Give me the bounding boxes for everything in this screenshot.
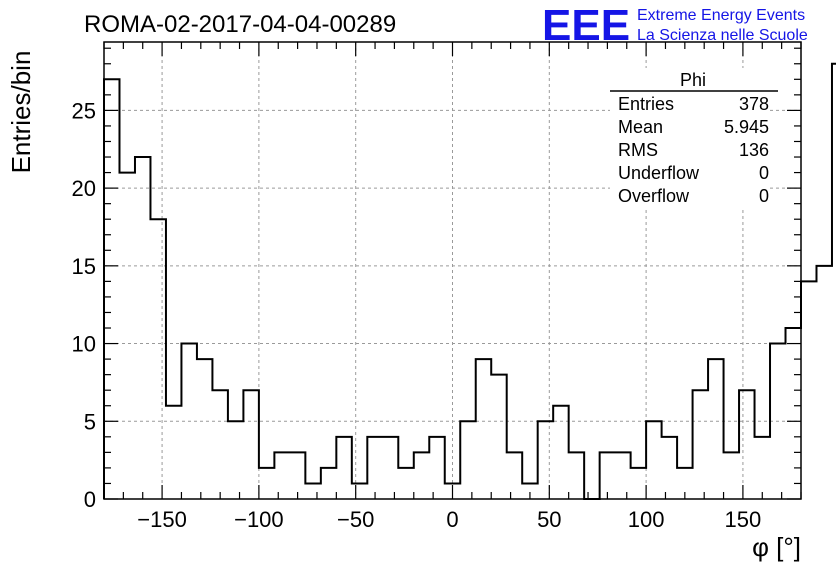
x-tick-label: 100 (628, 507, 665, 532)
eee-logo-mark: EEE (542, 1, 630, 50)
y-axis-label: Entries/bin (6, 51, 36, 174)
histogram-bin (197, 359, 212, 499)
histogram-outline (103, 62, 836, 500)
histogram-bin (243, 390, 258, 499)
histogram-bin (816, 266, 831, 499)
tick-labels: −150 −100 −50 0 50 100 150 0 5 10 15 20 25 (72, 98, 762, 532)
stats-value-underflow: 0 (759, 163, 769, 183)
y-tick-label: 15 (72, 254, 96, 279)
histogram-bin (429, 437, 444, 499)
histogram-bin (321, 468, 336, 499)
x-tick-label: 0 (446, 507, 458, 532)
histogram-bin (724, 452, 739, 499)
logo-line-2: La Scienza nelle Scuole (637, 27, 808, 44)
x-tick-label: 150 (725, 507, 762, 532)
stats-label-mean: Mean (618, 117, 663, 137)
stats-value-mean: 5.945 (724, 117, 769, 137)
stats-box-title: Phi (680, 70, 706, 90)
histogram-bin (646, 421, 661, 499)
histogram-bin (383, 437, 398, 499)
x-axis-label: φ [°] (752, 532, 801, 562)
histogram-bin (693, 390, 708, 499)
histogram-bin (228, 421, 243, 499)
stats-label-rms: RMS (618, 140, 658, 160)
histogram-bin (553, 406, 568, 499)
stats-label-underflow: Underflow (618, 163, 700, 183)
y-tick-label: 20 (72, 176, 96, 201)
stats-value-rms: 136 (739, 140, 769, 160)
histogram-bin (352, 483, 367, 499)
histogram-bin (615, 452, 630, 499)
y-tick-label: 10 (72, 332, 96, 357)
histogram-bin (460, 421, 475, 499)
histogram-bin (569, 452, 584, 499)
stats-label-overflow: Overflow (618, 186, 690, 206)
histogram-bin (274, 452, 289, 499)
histogram-bin (166, 406, 181, 499)
y-tick-label: 5 (84, 409, 96, 434)
histogram-bin (538, 421, 553, 499)
histogram-bin (662, 437, 677, 499)
y-tick-label: 25 (72, 98, 96, 123)
logo-line-1: Extreme Energy Events (637, 7, 805, 24)
x-tick-label: −50 (337, 507, 374, 532)
histogram-bin (336, 437, 351, 499)
histogram-bin (414, 452, 429, 499)
histogram-bin (398, 468, 413, 499)
x-tick-label: −150 (137, 507, 187, 532)
histogram-bin (631, 468, 646, 499)
stats-label-entries: Entries (618, 94, 674, 114)
histogram-bin (135, 157, 150, 499)
histogram-bin (786, 328, 801, 499)
histogram-bin (259, 468, 274, 499)
histogram-bin (739, 390, 754, 499)
stats-value-overflow: 0 (759, 186, 769, 206)
y-tick-label: 0 (84, 487, 96, 512)
stats-value-entries: 378 (739, 94, 769, 114)
x-tick-label: 50 (537, 507, 561, 532)
histogram-bars (103, 62, 836, 500)
stats-box: Phi Entries 378 Mean 5.945 RMS 136 Under… (610, 68, 778, 208)
chart-title: ROMA-02-2017-04-04-00289 (84, 11, 396, 38)
histogram-bin (150, 219, 165, 499)
histogram-bin (801, 281, 816, 499)
histogram-bin (755, 437, 770, 499)
x-tick-label: −100 (234, 507, 284, 532)
histogram-bin (367, 437, 382, 499)
histogram-bin (104, 79, 119, 499)
histogram-bin (476, 359, 491, 499)
histogram-bin (212, 390, 227, 499)
axis-ticks (103, 42, 802, 500)
histogram-bin (507, 452, 522, 499)
histogram-bin (119, 173, 134, 499)
histogram-bin (708, 359, 723, 499)
histogram-bin (491, 375, 506, 499)
histogram-bin (305, 483, 320, 499)
